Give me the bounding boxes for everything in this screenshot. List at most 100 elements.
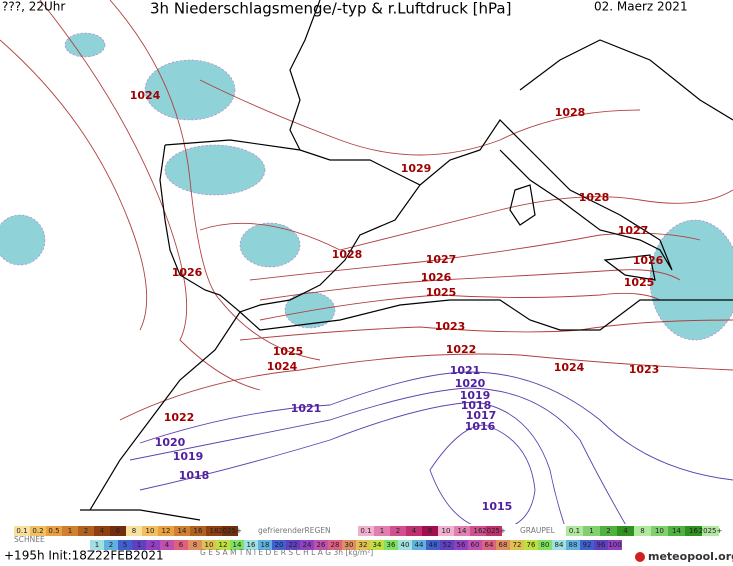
legend-value: 16 [474, 527, 483, 535]
isobar-label: 1026 [421, 271, 452, 284]
isobar-labels: 1024 1028 1029 1028 1027 1026 1028 1027 1026 1025… [130, 89, 664, 513]
legend-swatch [358, 526, 374, 536]
legend-swatch [160, 540, 174, 550]
legend-swatch [440, 540, 454, 550]
legend-value: 88 [569, 541, 578, 549]
isobar-label: 1027 [618, 224, 649, 237]
legend-value: 22 [289, 541, 298, 549]
isobar-label: 1024 [130, 89, 161, 102]
legend-value: 56 [457, 541, 466, 549]
legend-value: 10 [655, 527, 664, 535]
legend-swatch [702, 526, 719, 536]
isobar-label: 1028 [332, 248, 363, 261]
legend-value: 40 [401, 541, 410, 549]
legend-value: 8 [428, 527, 432, 535]
legend-value: 24 [303, 541, 312, 549]
legend-swatch [216, 540, 230, 550]
legend-value: 60 [471, 541, 480, 549]
legend-value: 96 [597, 541, 606, 549]
legend-swatch [222, 526, 238, 536]
legend-swatch [454, 526, 470, 536]
legend-value: 36 [387, 541, 396, 549]
legend-value: 32 [359, 541, 368, 549]
legend-swatch [685, 526, 702, 536]
legend-swatch [552, 540, 566, 550]
isobar-label: 1021 [450, 364, 481, 377]
date: 02. Maerz 2021 [594, 0, 688, 14]
legend-swatch [486, 526, 502, 536]
legend-value: 2025+ [482, 527, 506, 535]
legend-swatch [62, 526, 78, 536]
legend-value: 100 [608, 541, 621, 549]
legend-swatch [390, 526, 406, 536]
coastline [159, 139, 421, 313]
isobar-label: 1025 [624, 276, 655, 289]
legend-swatch [594, 540, 608, 550]
legend-swatch [398, 540, 412, 550]
island [603, 254, 656, 281]
isobar [199, 189, 733, 251]
legend-value: 8 [132, 527, 136, 535]
precip-area [284, 291, 336, 329]
isobar-label: 1019 [460, 389, 491, 402]
legend-swatch [583, 526, 600, 536]
legend-swatch [422, 526, 438, 536]
legend-swatch [158, 526, 174, 536]
isobar-label: 1016 [465, 420, 496, 433]
legend-swatch [174, 526, 190, 536]
legend-swatch [538, 540, 552, 550]
isobar [109, 0, 321, 361]
run-time: ???, 22Uhr [2, 0, 65, 14]
legend-swatch [468, 540, 482, 550]
legend-value: 4 [412, 527, 417, 535]
legend-swatch [608, 540, 622, 550]
legend-value: 2025+ [699, 527, 723, 535]
legend-value: 48 [429, 541, 438, 549]
legend-swatch [314, 540, 328, 550]
legend-value: 8 [640, 527, 644, 535]
legend-value: 84 [555, 541, 564, 549]
legend-value: 2 [606, 527, 610, 535]
legend-value: 14 [458, 527, 467, 535]
title: 3h Niederschlagsmenge/-typ & r.Luftdruck… [150, 0, 511, 18]
isobar [239, 319, 733, 341]
isobar [129, 387, 651, 566]
isobar [249, 232, 701, 281]
isobar-label: 1026 [633, 254, 664, 267]
precip-area [144, 59, 236, 121]
legend-value: 92 [583, 541, 592, 549]
legend-swatch [651, 526, 668, 536]
legend-value: 1 [589, 527, 593, 535]
legend-swatch [244, 540, 258, 550]
legend-swatch [438, 526, 454, 536]
legend-swatch [566, 540, 580, 550]
coastline [89, 311, 241, 511]
legend-swatch [370, 540, 384, 550]
isobar-label: 1027 [426, 253, 457, 266]
isobar-label: 1023 [629, 363, 660, 376]
legend-value: 34 [373, 541, 382, 549]
legend-value: 52 [443, 541, 452, 549]
legend-value: 2 [109, 541, 113, 549]
legend-value: 76 [527, 541, 536, 549]
legend-value: 4 [100, 527, 105, 535]
legend-swatch [496, 540, 510, 550]
legend-swatch [188, 540, 202, 550]
legend-swatch [406, 526, 422, 536]
isobar-label: 1018 [179, 469, 210, 482]
legend-value: 28 [331, 541, 340, 549]
precip-area [64, 32, 106, 58]
isobar [39, 0, 261, 391]
legend-swatch [668, 526, 685, 536]
legend-value: 5 [123, 541, 127, 549]
isobar [139, 401, 581, 566]
legend-swatch [258, 540, 272, 550]
legend-value: 1 [137, 541, 141, 549]
coastline [519, 39, 733, 121]
legend-swatch [328, 540, 342, 550]
legend-value: 10 [146, 527, 155, 535]
legend-swatch [482, 540, 496, 550]
legend-value: 6 [179, 541, 184, 549]
